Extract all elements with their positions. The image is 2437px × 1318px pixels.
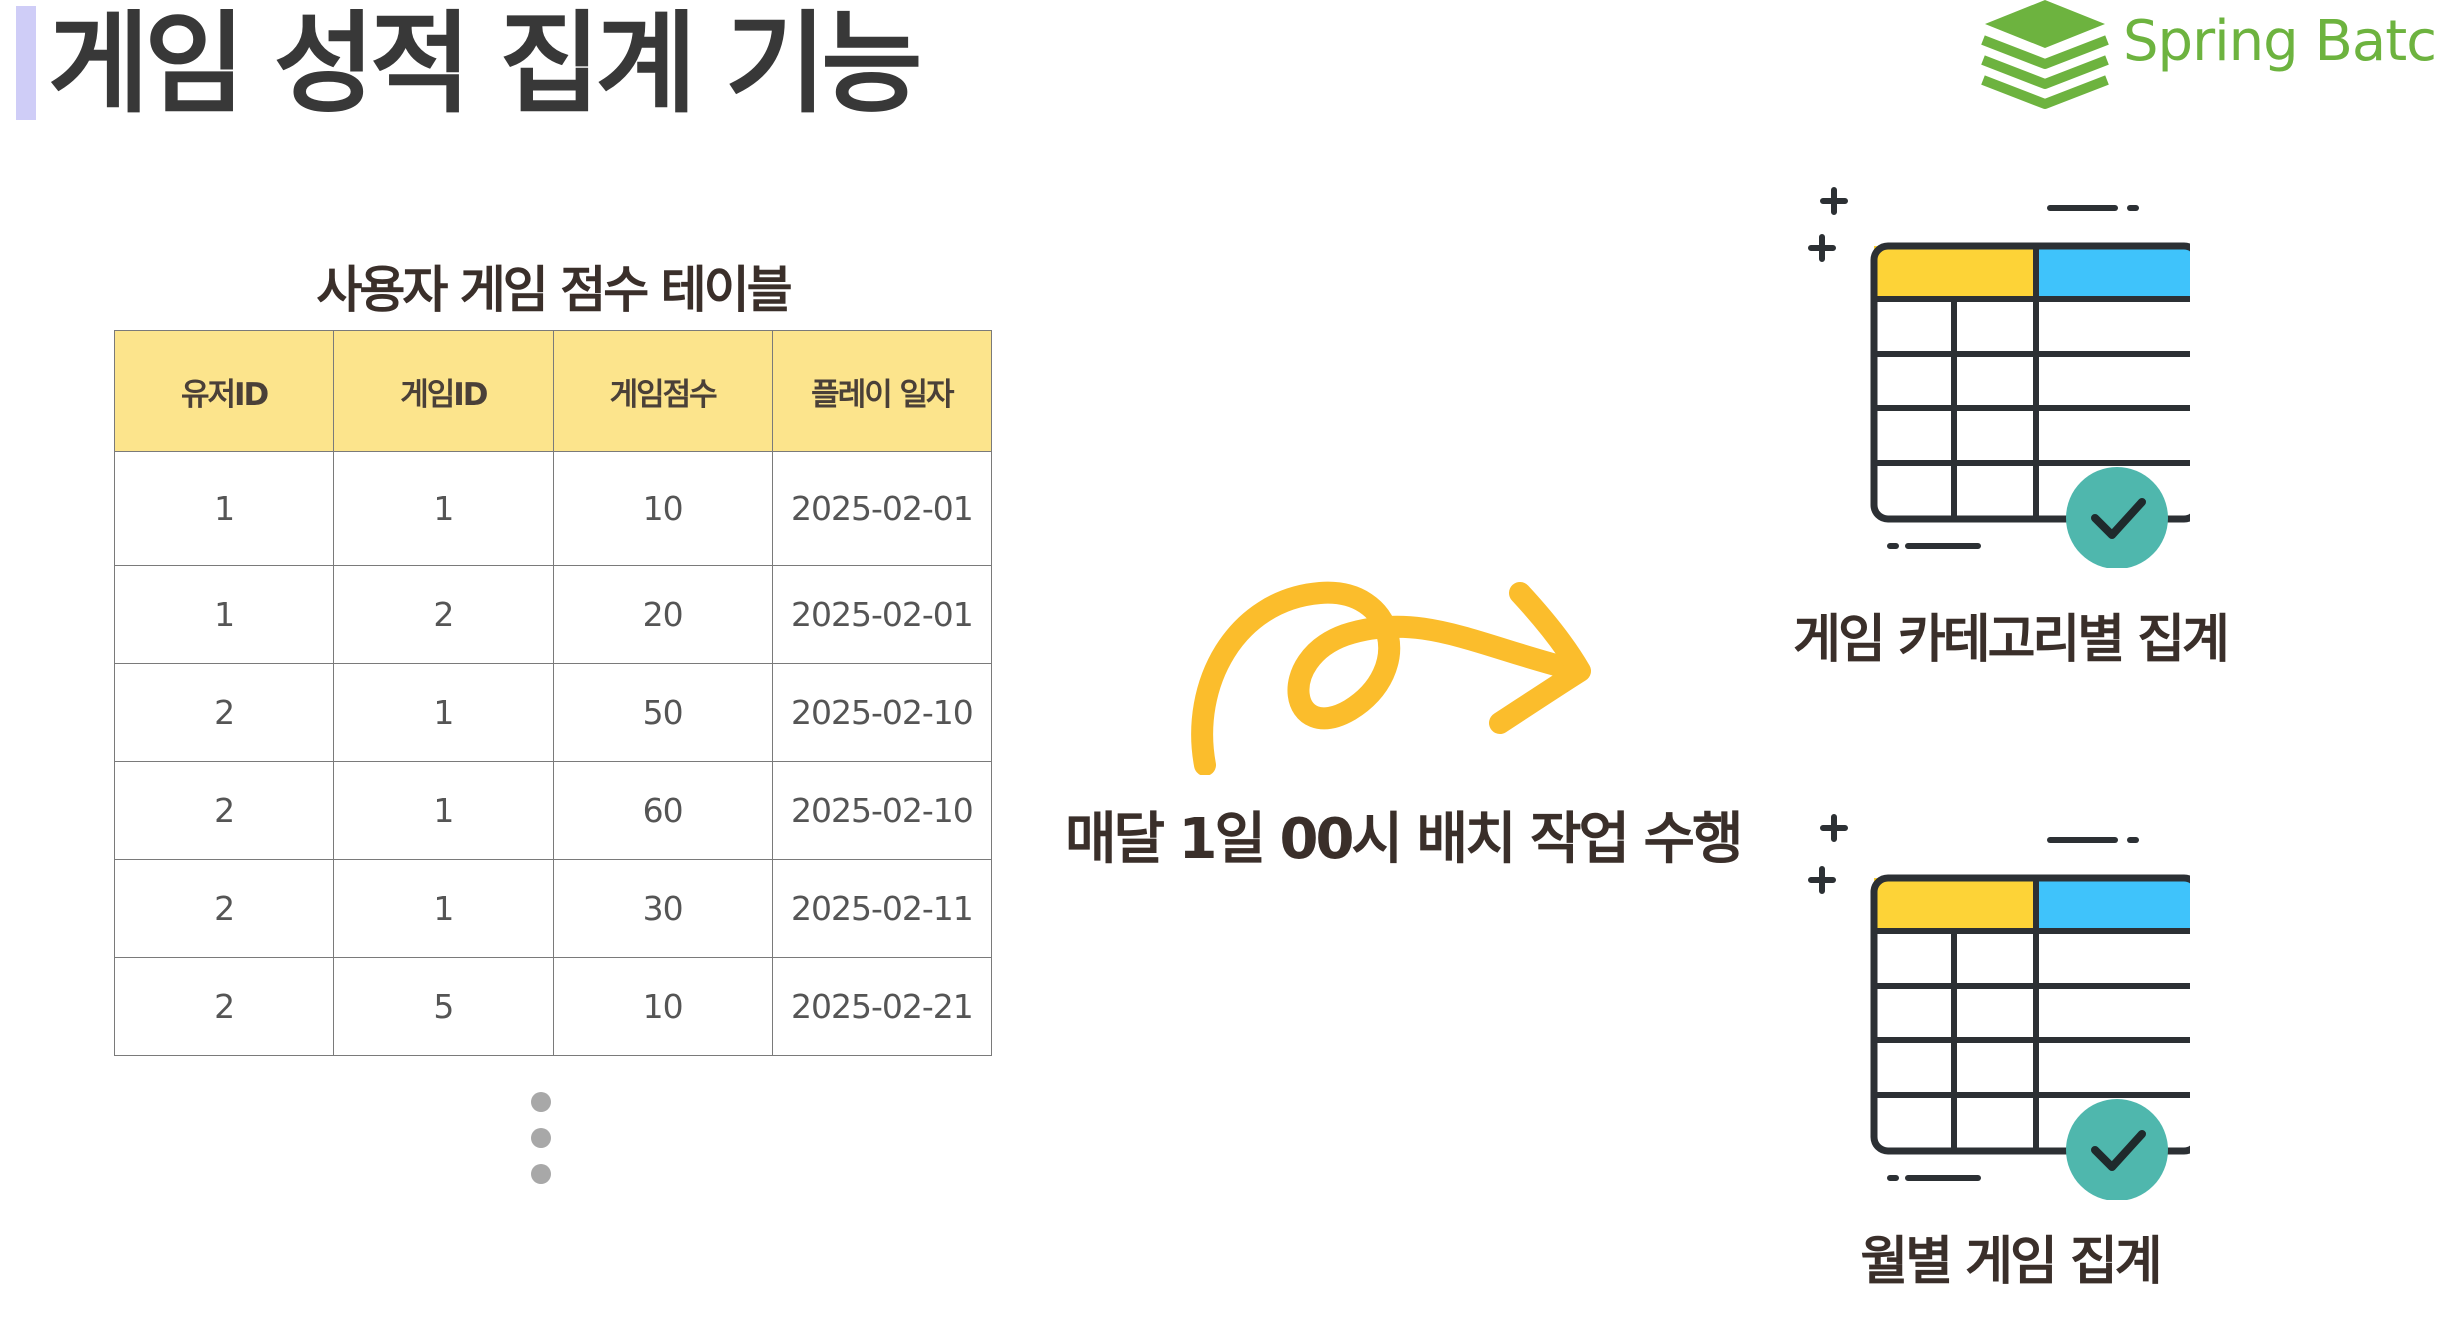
score-table: 유저ID 게임ID 게임점수 플레이 일자 1 1 10 2025-02-01 … [113, 330, 993, 1056]
cell-play-date: 2025-02-11 [771, 859, 993, 958]
cell-play-date: 2025-02-01 [771, 565, 993, 664]
ellipsis-dot [531, 1164, 551, 1184]
cell-game-score: 50 [552, 663, 773, 762]
ellipsis-dot [531, 1092, 551, 1112]
header-game-id: 게임ID [333, 330, 554, 452]
table-row: 1 2 20 2025-02-01 [113, 565, 993, 664]
header-game-score: 게임점수 [552, 330, 773, 452]
cell-user-id: 2 [113, 859, 335, 958]
logo-text: Spring Batch [2123, 9, 2437, 74]
cell-play-date: 2025-02-21 [771, 957, 993, 1056]
cell-game-id: 2 [333, 565, 554, 664]
cell-game-id: 1 [333, 663, 554, 762]
page-title: 게임 성적 집계 기능 [48, 0, 922, 128]
table-header-row: 유저ID 게임ID 게임점수 플레이 일자 [113, 330, 993, 452]
category-aggregation-label: 게임 카테고리별 집계 [1793, 610, 2230, 670]
batch-schedule-label: 매달 1일 00시 배치 작업 수행 [1065, 807, 1744, 872]
cell-user-id: 1 [113, 451, 335, 566]
cell-play-date: 2025-02-01 [771, 451, 993, 566]
cell-play-date: 2025-02-10 [771, 663, 993, 762]
cell-game-score: 30 [552, 859, 773, 958]
header-play-date: 플레이 일자 [771, 330, 993, 452]
cell-user-id: 2 [113, 957, 335, 1056]
title-accent-bar [16, 6, 36, 120]
vertical-ellipsis-icon [531, 1092, 553, 1192]
table-row: 2 1 50 2025-02-10 [113, 663, 993, 762]
table-row: 2 1 60 2025-02-10 [113, 761, 993, 860]
cell-game-id: 5 [333, 957, 554, 1056]
cell-user-id: 2 [113, 761, 335, 860]
score-table-caption: 사용자 게임 점수 테이블 [316, 261, 792, 319]
table-row: 2 5 10 2025-02-21 [113, 957, 993, 1056]
cell-play-date: 2025-02-10 [771, 761, 993, 860]
cell-game-score: 10 [552, 957, 773, 1056]
spring-batch-logo: Spring Batch [1975, 0, 2437, 110]
cell-user-id: 2 [113, 663, 335, 762]
header-user-id: 유저ID [113, 330, 335, 452]
cell-game-id: 1 [333, 761, 554, 860]
table-check-icon [1808, 814, 2190, 1200]
spring-batch-logo-icon [1981, 0, 2109, 109]
table-check-icon [1808, 187, 2190, 568]
ellipsis-dot [531, 1128, 551, 1148]
table-row: 1 1 10 2025-02-01 [113, 451, 993, 566]
cell-game-score: 60 [552, 761, 773, 860]
cell-game-score: 10 [552, 451, 773, 566]
cell-game-score: 20 [552, 565, 773, 664]
table-row: 2 1 30 2025-02-11 [113, 859, 993, 958]
cell-game-id: 1 [333, 451, 554, 566]
cell-game-id: 1 [333, 859, 554, 958]
cell-user-id: 1 [113, 565, 335, 664]
monthly-aggregation-label: 월별 게임 집계 [1860, 1232, 2162, 1292]
curly-arrow-icon [1191, 581, 1591, 775]
